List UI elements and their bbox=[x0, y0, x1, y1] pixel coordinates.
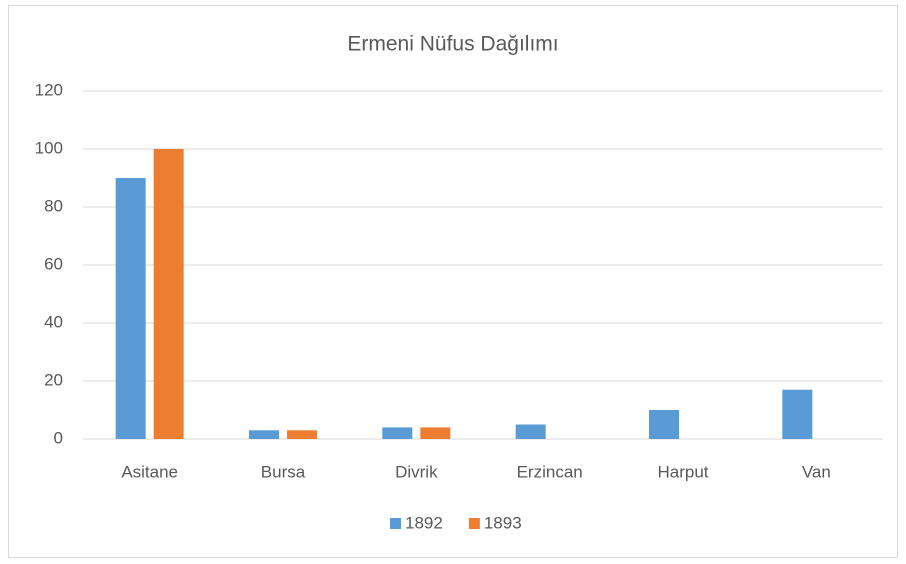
legend-label: 1892 bbox=[405, 513, 443, 532]
y-tick-label: 80 bbox=[44, 196, 63, 215]
bar bbox=[782, 389, 813, 439]
y-tick-label: 20 bbox=[44, 370, 63, 389]
y-tick-label: 60 bbox=[44, 254, 63, 273]
x-tick-label: Bursa bbox=[261, 462, 306, 481]
y-tick-label: 40 bbox=[44, 312, 63, 331]
y-tick-label: 100 bbox=[35, 138, 63, 157]
bar bbox=[287, 430, 317, 439]
bar bbox=[382, 427, 413, 439]
y-tick-label: 0 bbox=[54, 428, 63, 447]
bar bbox=[515, 424, 546, 439]
bar bbox=[115, 178, 146, 439]
legend-swatch bbox=[390, 518, 401, 529]
bar bbox=[420, 427, 451, 439]
bar bbox=[153, 149, 184, 439]
legend-swatch bbox=[468, 518, 480, 529]
x-tick-label: Van bbox=[802, 462, 831, 481]
x-tick-label: Erzincan bbox=[517, 462, 583, 481]
y-tick-label: 120 bbox=[35, 80, 63, 99]
bar bbox=[649, 410, 679, 439]
x-tick-label: Asitane bbox=[121, 462, 178, 481]
x-tick-label: Divrik bbox=[395, 462, 438, 481]
x-tick-label: Harput bbox=[657, 462, 708, 481]
bar bbox=[249, 430, 279, 439]
legend-label: 1893 bbox=[484, 513, 522, 532]
chart-title: Ermeni Nüfus Dağılımı bbox=[347, 33, 558, 56]
